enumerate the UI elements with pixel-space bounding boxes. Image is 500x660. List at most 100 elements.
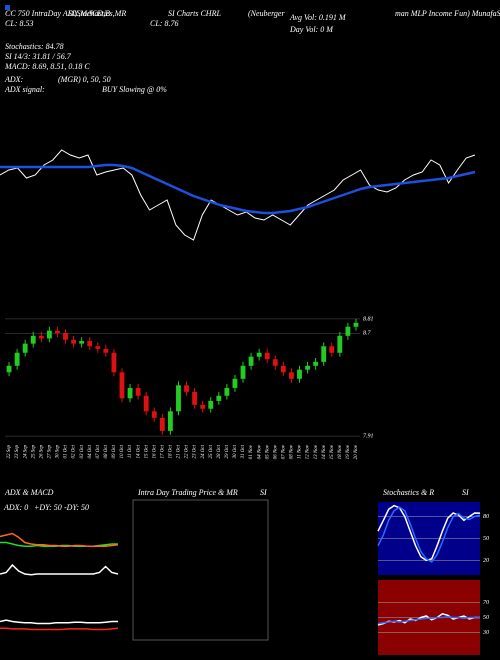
panel-title: Intra Day Trading Price & MR (137, 488, 238, 497)
candle-body (313, 361, 319, 366)
x-tick-label: 15 Nov (330, 444, 335, 459)
candle-body (71, 339, 76, 344)
candle-body (14, 352, 20, 366)
series-line (377, 506, 481, 563)
series-line (0, 627, 119, 631)
candle-body (248, 356, 254, 366)
x-tick-label: 18 Nov (338, 444, 343, 459)
candle-body (305, 365, 310, 370)
annotation: SI (260, 488, 267, 497)
x-tick-label: 24 Oct (201, 444, 206, 458)
x-tick-label: 27 Sep (48, 445, 53, 459)
annotation: ADX: (4, 75, 24, 84)
x-tick-label: 10 Oct (120, 444, 125, 458)
x-tick-label: 08 Oct (104, 444, 109, 458)
candle-body (256, 352, 262, 357)
x-tick-label: 01 Oct (64, 444, 69, 458)
annotation: Day Vol: 0 M (289, 25, 334, 34)
candle-body (289, 372, 294, 379)
x-tick-label: 02 Oct (72, 444, 77, 458)
series-line (0, 163, 476, 215)
y-tick-label: 50 (483, 615, 489, 621)
annotation: man MLP Income Fun) MunafaSutra.com (395, 9, 500, 18)
candle-body (135, 387, 141, 396)
annotation: CL: 8.76 (150, 19, 178, 28)
x-tick-label: 05 Nov (265, 444, 270, 459)
candle-body (159, 417, 165, 431)
legend-icon (5, 5, 10, 10)
candle-body (192, 391, 198, 405)
candle-body (353, 322, 359, 327)
candle-body (200, 404, 206, 409)
x-tick-label: 01 Nov (249, 444, 254, 459)
x-tick-label: 14 Nov (322, 444, 327, 459)
annotation: -DY: 50 (64, 503, 89, 512)
x-tick-label: 08 Nov (290, 444, 295, 459)
candle-body (329, 346, 335, 353)
candle-body (38, 335, 44, 339)
y-tick-label: 30 (482, 630, 489, 636)
y-tick-label: 20 (483, 558, 489, 564)
x-tick-label: 04 Nov (257, 444, 262, 459)
x-tick-label: 23 Oct (193, 444, 198, 458)
x-tick-label: 30 Oct (233, 444, 238, 458)
candle-body (272, 359, 278, 366)
x-tick-label: 22 Oct (185, 444, 190, 458)
annotation: SI Charts CHRL (168, 9, 221, 18)
annotation: +DY: 50 (34, 503, 62, 512)
x-tick-label: 26 Sep (39, 445, 44, 459)
candle-body (297, 369, 302, 379)
x-tick-label: 13 Nov (314, 444, 319, 459)
y-tick-label: 7.91 (363, 433, 374, 439)
candle-body (143, 395, 149, 412)
series-line (377, 616, 480, 625)
x-tick-label: 04 Oct (88, 444, 93, 458)
x-tick-label: 31 Oct (241, 444, 246, 458)
panel-title: Stochastics & R (383, 488, 434, 497)
x-tick-label: 19 Nov (346, 444, 351, 459)
candle-body (103, 348, 109, 353)
series-line (0, 532, 119, 548)
intraday-box (132, 499, 269, 641)
candle-body (151, 411, 157, 418)
annotation: CL: 8.53 (5, 19, 33, 28)
annotation: (MGR) 0, 50, 50 (58, 75, 111, 84)
candle-body (232, 378, 238, 388)
candle-body (119, 372, 125, 399)
annotation: SI (462, 488, 469, 497)
candle-body (30, 335, 36, 344)
x-tick-label: 22 Sep (7, 445, 12, 459)
annotation: SI,Stochastics,MR (68, 9, 126, 18)
candle-body (6, 365, 12, 373)
candle-body (95, 346, 101, 349)
x-tick-label: 25 Oct (209, 444, 214, 458)
candle-body (345, 326, 351, 336)
x-tick-label: 14 Oct (136, 444, 141, 458)
candle-body (264, 352, 270, 360)
annotation: (Neuberger (248, 9, 285, 18)
x-tick-label: 09 Oct (112, 444, 117, 458)
x-tick-label: 28 Oct (217, 444, 222, 458)
candle-body (184, 385, 189, 392)
x-tick-label: 29 Oct (225, 444, 230, 458)
series-line (0, 563, 119, 576)
x-tick-label: 15 Oct (144, 444, 149, 458)
y-tick-label: 50 (483, 536, 489, 542)
annotation: MACD: 8.69, 8.51, 0.18 C (4, 62, 90, 71)
x-tick-label: 23 Sep (15, 445, 20, 459)
annotation: SI 14/3: 31.81 / 56.7 (5, 52, 72, 61)
y-tick-label: 8.7 (363, 331, 372, 337)
x-tick-label: 25 Sep (31, 445, 36, 459)
candle-body (280, 365, 286, 373)
x-tick-label: 30 Sep (56, 445, 61, 459)
panel-title: ADX & MACD (4, 488, 54, 497)
x-tick-label: 11 Nov (298, 444, 303, 459)
x-tick-label: 16 Oct (152, 444, 157, 458)
candle-body (63, 333, 68, 340)
annotation: ADX signal: (4, 85, 45, 94)
candle-body (127, 387, 133, 399)
y-tick-label: 80 (483, 514, 489, 520)
candle-body (176, 385, 181, 412)
candle-body (167, 411, 173, 431)
